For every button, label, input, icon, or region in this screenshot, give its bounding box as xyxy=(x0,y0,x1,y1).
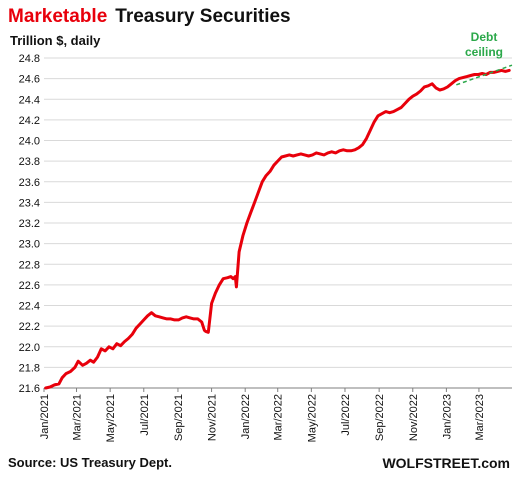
series-layer xyxy=(44,68,511,390)
x-tick-label: Sep/2021 xyxy=(173,394,185,441)
y-tick-label: 21.8 xyxy=(19,362,40,374)
y-tick-label: 24.6 xyxy=(19,74,40,86)
y-tick-label: 24.4 xyxy=(19,94,40,106)
y-axis: 21.6 21.8 22.0 22.2 22.4 22.6 22.8 23.0 23.2 23.4… xyxy=(19,53,40,395)
x-tick-label: Jan/2022 xyxy=(240,394,252,439)
y-tick-label: 22.2 xyxy=(19,321,40,333)
x-tick-label: Mar/2023 xyxy=(474,394,486,440)
y-tick-label: 23.8 xyxy=(19,156,40,168)
chart-unit-label: Trillion $, daily xyxy=(10,33,101,48)
debt-ceiling-label: Debt xyxy=(471,30,498,44)
y-tick-label: 24.0 xyxy=(19,136,40,148)
y-tick-label: 23.6 xyxy=(19,177,40,189)
y-tick-label: 22.0 xyxy=(19,342,40,354)
x-tick-label: Jan/2021 xyxy=(39,394,51,439)
chart-title: Marketable Treasury Securities xyxy=(8,6,291,28)
x-tick-label: Nov/2022 xyxy=(408,394,420,441)
x-tick-label: Sep/2022 xyxy=(374,394,386,441)
x-tick-label: May/2022 xyxy=(306,394,318,442)
chart-title-accent: Marketable xyxy=(8,6,108,27)
x-tick-label: Mar/2022 xyxy=(273,394,285,440)
grid-lines xyxy=(44,57,512,389)
y-tick-label: 22.6 xyxy=(19,280,40,292)
y-tick-label: 24.2 xyxy=(19,115,40,127)
x-tick-label: Jul/2021 xyxy=(139,394,151,436)
series-line xyxy=(44,68,511,390)
y-tick-label: 22.4 xyxy=(19,301,40,313)
y-tick-label: 23.0 xyxy=(19,239,40,251)
y-tick-label: 23.2 xyxy=(19,218,40,230)
y-tick-label: 21.6 xyxy=(19,383,40,395)
source-note: Source: US Treasury Dept. xyxy=(8,455,172,470)
y-tick-label: 22.8 xyxy=(19,259,40,271)
debt-ceiling-label: ceiling xyxy=(465,45,503,59)
x-tick-label: Mar/2021 xyxy=(72,394,84,440)
brand-label: WOLFSTREET.com xyxy=(382,455,510,471)
x-tick-label: May/2021 xyxy=(105,394,117,442)
chart-title-rest: Treasury Securities xyxy=(115,6,291,27)
x-tick-label: Nov/2021 xyxy=(207,394,219,441)
x-axis: Jan/2021 Mar/2021 May/2021 Jul/2021 Sep/2021… xyxy=(39,387,512,442)
x-tick-label: Jul/2022 xyxy=(340,394,352,436)
y-tick-label: 23.4 xyxy=(19,197,40,209)
x-tick-label: Jan/2023 xyxy=(441,394,453,439)
debt-ceiling-line xyxy=(456,64,513,86)
y-tick-label: 24.8 xyxy=(19,53,40,65)
